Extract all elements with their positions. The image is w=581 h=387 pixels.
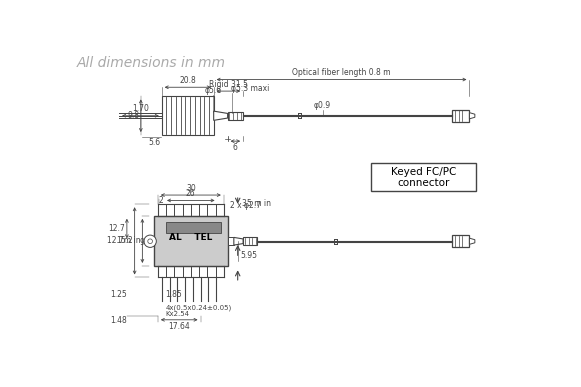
Polygon shape [234, 237, 243, 245]
Polygon shape [469, 113, 475, 119]
Text: 5.6: 5.6 [148, 138, 160, 147]
Bar [453, 235, 469, 247]
Text: φ0.9: φ0.9 [314, 101, 331, 110]
Text: 1.70: 1.70 [132, 104, 149, 113]
Polygon shape [469, 238, 475, 244]
Bar [228, 112, 243, 120]
Circle shape [144, 235, 156, 247]
Text: 30: 30 [186, 184, 196, 193]
Bar [162, 96, 214, 135]
Text: 1.85: 1.85 [166, 290, 182, 299]
Text: 35 m in: 35 m in [242, 199, 271, 208]
Text: Rigid 31.5: Rigid 31.5 [209, 80, 248, 89]
Text: 1.48: 1.48 [110, 316, 127, 325]
Text: Kx2.54: Kx2.54 [166, 310, 189, 317]
Text: 6: 6 [233, 144, 238, 152]
Text: φ5.6: φ5.6 [205, 86, 221, 95]
Text: 26: 26 [186, 189, 196, 198]
Text: 12.7m in: 12.7m in [107, 236, 141, 245]
Circle shape [148, 239, 152, 243]
Text: 17.64: 17.64 [168, 322, 190, 331]
Text: 5.95: 5.95 [240, 251, 257, 260]
Bar [166, 222, 221, 233]
Bar [371, 163, 476, 191]
Polygon shape [214, 111, 228, 120]
Text: 4x(0.5x0.24±0.05): 4x(0.5x0.24±0.05) [166, 305, 232, 311]
Text: 2: 2 [159, 196, 163, 205]
Text: 1.25: 1.25 [110, 290, 127, 299]
Text: 9.8: 9.8 [127, 111, 139, 120]
Bar [453, 110, 469, 122]
Text: AL    TEL: AL TEL [169, 233, 213, 241]
Text: connector: connector [397, 178, 450, 188]
Bar [154, 216, 228, 266]
Text: 9: 9 [140, 238, 145, 247]
Text: Keyed FC/PC: Keyed FC/PC [390, 167, 456, 177]
Text: 20.8: 20.8 [180, 76, 196, 85]
Text: 15.2: 15.2 [116, 236, 133, 245]
Bar [228, 237, 234, 245]
Text: 12.7: 12.7 [109, 224, 125, 233]
Text: All dimensions in mm: All dimensions in mm [77, 56, 225, 70]
Text: 2 x φ2.7: 2 x φ2.7 [230, 201, 261, 210]
Bar [243, 237, 257, 245]
Text: φ5.3 maxi: φ5.3 maxi [231, 84, 269, 92]
Text: Optical fiber length 0.8 m: Optical fiber length 0.8 m [292, 68, 391, 77]
